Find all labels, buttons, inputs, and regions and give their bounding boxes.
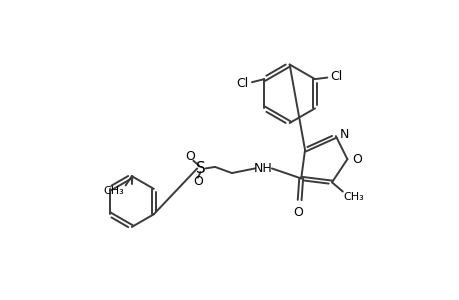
Text: CH₃: CH₃	[103, 186, 124, 196]
Text: Cl: Cl	[330, 70, 342, 83]
Text: CH₃: CH₃	[343, 191, 364, 202]
Text: Cl: Cl	[236, 77, 248, 90]
Text: O: O	[185, 150, 195, 163]
Text: O: O	[351, 153, 361, 166]
Text: O: O	[292, 206, 302, 219]
Text: S: S	[196, 161, 206, 176]
Text: NH: NH	[253, 162, 271, 175]
Text: O: O	[193, 175, 202, 188]
Text: N: N	[339, 128, 348, 141]
